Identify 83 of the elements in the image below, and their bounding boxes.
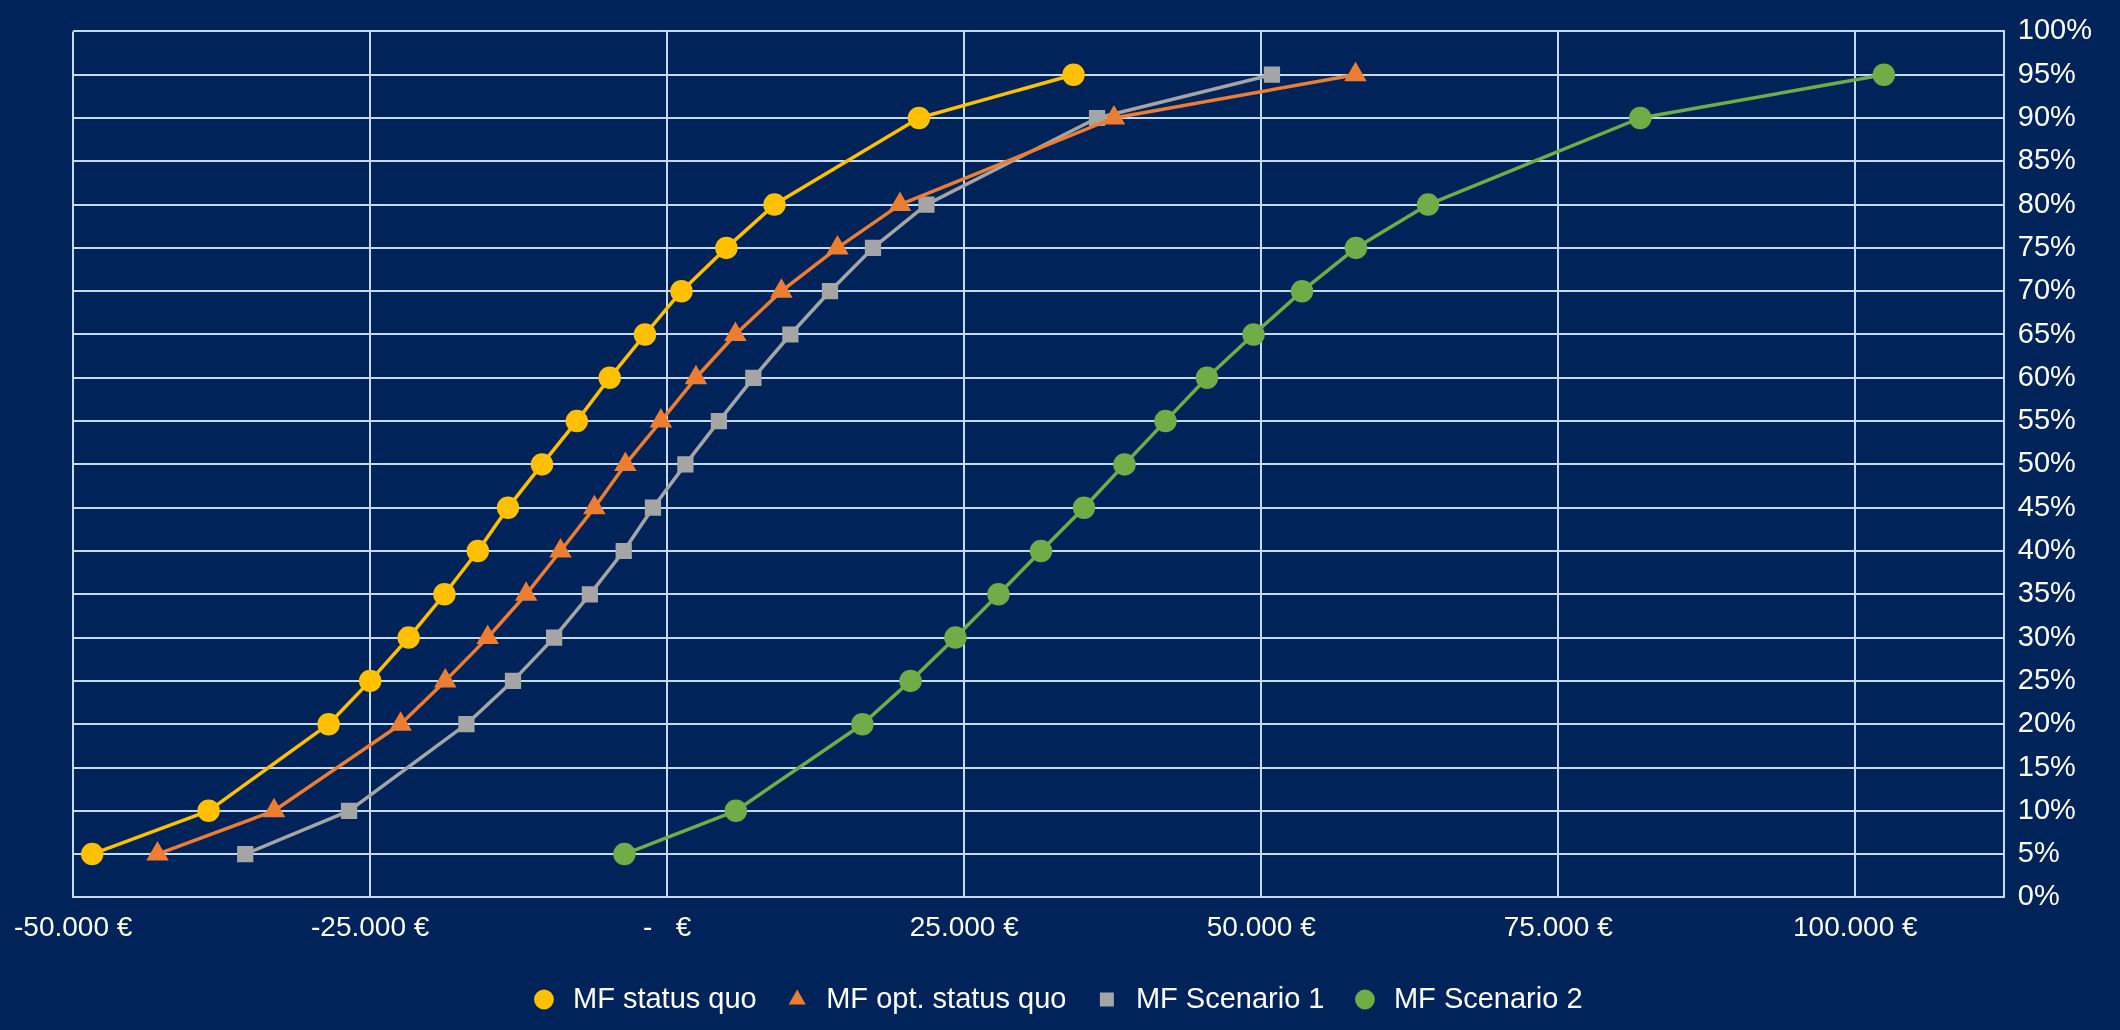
point <box>821 283 839 300</box>
point <box>340 802 358 819</box>
point <box>565 409 589 433</box>
x-tick-label: 100.000 € <box>1793 910 1919 942</box>
y-tick-label: 40% <box>2017 533 2076 565</box>
point <box>715 236 738 260</box>
point <box>197 799 220 823</box>
y-tick-label: 85% <box>2017 143 2076 176</box>
point <box>1872 63 1896 86</box>
x-tick-label: -25.000 € <box>311 910 430 942</box>
point <box>458 716 475 733</box>
point <box>644 499 662 516</box>
point <box>918 196 935 213</box>
legend-label: MF status quo <box>572 981 757 1014</box>
y-tick-label: 70% <box>2017 273 2076 306</box>
x-tick-label: -50.000 € <box>13 910 133 942</box>
point <box>237 845 254 863</box>
point <box>466 539 490 563</box>
point <box>782 326 799 343</box>
point <box>710 412 728 430</box>
point <box>745 369 762 386</box>
point <box>1113 453 1136 476</box>
x-tick-label: 50.000 € <box>1206 910 1317 942</box>
point <box>1242 323 1265 346</box>
y-tick-label: 10% <box>2017 792 2076 825</box>
point <box>1416 193 1440 216</box>
legend-label: MF Scenario 2 <box>1393 981 1583 1014</box>
point <box>433 583 456 606</box>
point <box>613 842 636 866</box>
y-tick-label: 20% <box>2017 706 2076 739</box>
y-tick-label: 35% <box>2017 576 2076 609</box>
point <box>545 629 563 646</box>
y-tick-label: 65% <box>2017 316 2076 349</box>
point <box>889 193 910 212</box>
point <box>670 279 693 303</box>
y-tick-label: 80% <box>2017 186 2076 219</box>
point <box>987 583 1010 606</box>
point <box>1062 63 1085 86</box>
point <box>907 106 931 130</box>
y-tick-label: 90% <box>2017 100 2076 132</box>
x-tick-label: 25.000 € <box>909 910 1020 942</box>
x-tick-label: 75.000 € <box>1503 910 1614 942</box>
legend-label: MF Scenario 1 <box>1135 981 1325 1014</box>
point <box>1072 496 1096 519</box>
y-tick-label: 55% <box>2017 403 2076 436</box>
point <box>677 456 694 473</box>
x-tick-label: - € <box>643 910 692 942</box>
point <box>397 626 420 649</box>
y-tick-label: 95% <box>2017 56 2076 89</box>
point <box>1029 539 1053 563</box>
point <box>615 542 632 560</box>
y-tick-label: 15% <box>2017 749 2076 782</box>
point <box>899 669 922 693</box>
y-tick-label: 50% <box>2017 446 2076 479</box>
point <box>1290 279 1314 303</box>
point <box>1263 66 1281 83</box>
y-tick-label: 25% <box>2017 662 2076 695</box>
point <box>80 842 104 866</box>
point <box>851 712 874 736</box>
point <box>724 799 748 823</box>
point <box>864 239 882 257</box>
point <box>763 193 786 216</box>
point <box>504 672 522 690</box>
point <box>317 712 340 736</box>
y-tick-label: 45% <box>2017 489 2076 522</box>
y-tick-label: 60% <box>2017 359 2076 392</box>
y-tick-label: 0% <box>2017 879 2060 912</box>
point <box>1154 409 1177 433</box>
point <box>581 586 598 603</box>
point <box>496 496 520 519</box>
point <box>1195 366 1219 390</box>
y-tick-label: 100% <box>2017 13 2092 46</box>
point <box>1344 236 1368 260</box>
legend-label: MF opt. status quo <box>826 981 1067 1014</box>
point <box>530 453 554 476</box>
y-tick-label: 75% <box>2017 229 2076 262</box>
point <box>633 323 657 346</box>
point <box>1629 106 1652 130</box>
point <box>358 669 382 693</box>
y-tick-label: 5% <box>2017 836 2060 869</box>
y-tick-label: 30% <box>2017 619 2076 652</box>
point <box>598 366 621 390</box>
point <box>944 626 967 649</box>
